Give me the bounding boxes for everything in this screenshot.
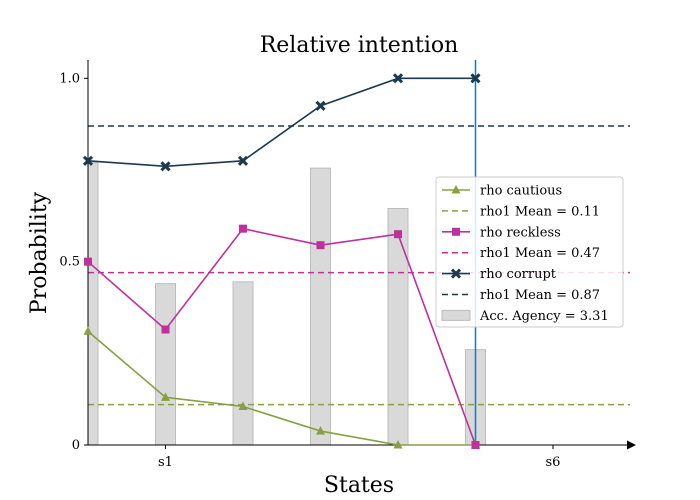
series-marker — [160, 161, 171, 172]
legend-box — [435, 176, 624, 328]
series-marker — [161, 325, 170, 334]
legend-label: rho cautious — [480, 184, 562, 199]
series-marker — [393, 440, 403, 449]
legend-label: rho1 Mean = 0.11 — [480, 204, 600, 219]
y-tick-label: 0.5 — [59, 255, 80, 270]
agency-bar — [232, 281, 254, 446]
y-tick-label: 1.0 — [59, 71, 80, 86]
series-marker — [237, 155, 249, 166]
x-tick-label: s1 — [158, 455, 173, 470]
series-marker — [316, 241, 325, 250]
series-line — [87, 77, 476, 168]
series-marker — [83, 326, 93, 335]
y-tick-label: 0 — [72, 438, 80, 453]
legend-label: rho1 Mean = 0.47 — [480, 246, 600, 261]
series-marker — [450, 268, 462, 279]
legend-handle — [441, 309, 471, 321]
agency-bar — [155, 283, 176, 446]
legend-label: Acc. Agency = 3.31 — [479, 309, 609, 324]
series-marker — [161, 392, 170, 401]
legend-label: rho corrupt — [480, 267, 557, 282]
chart-title: Relative intention — [260, 33, 459, 58]
series-marker — [451, 185, 461, 194]
x-axis-label: States — [324, 473, 394, 498]
agency-bar — [87, 162, 99, 446]
series-marker — [470, 73, 481, 84]
series-marker — [316, 426, 325, 435]
series-layer — [82, 73, 481, 449]
agency-bar — [310, 167, 331, 446]
series-line — [87, 330, 476, 446]
series-marker — [238, 401, 248, 410]
legend-label: rho1 Mean = 0.87 — [480, 288, 600, 303]
series-line — [87, 227, 477, 446]
series-marker — [394, 230, 402, 239]
agency-bar — [387, 208, 409, 446]
x-tick-label: s6 — [546, 455, 561, 470]
legend: rho cautious rho1 Mean = 0.11 rho reckless… — [435, 176, 624, 328]
bars-layer — [87, 162, 486, 446]
series-marker — [452, 227, 460, 236]
x-axis-arrow — [627, 440, 636, 450]
series-marker — [84, 257, 92, 266]
legend-label: rho reckless — [480, 225, 561, 240]
series-marker — [392, 73, 404, 84]
series-marker — [315, 100, 326, 111]
series-marker — [239, 224, 247, 233]
series-marker — [471, 441, 480, 449]
y-axis-label: Probability — [27, 191, 52, 314]
series-marker — [82, 155, 94, 166]
